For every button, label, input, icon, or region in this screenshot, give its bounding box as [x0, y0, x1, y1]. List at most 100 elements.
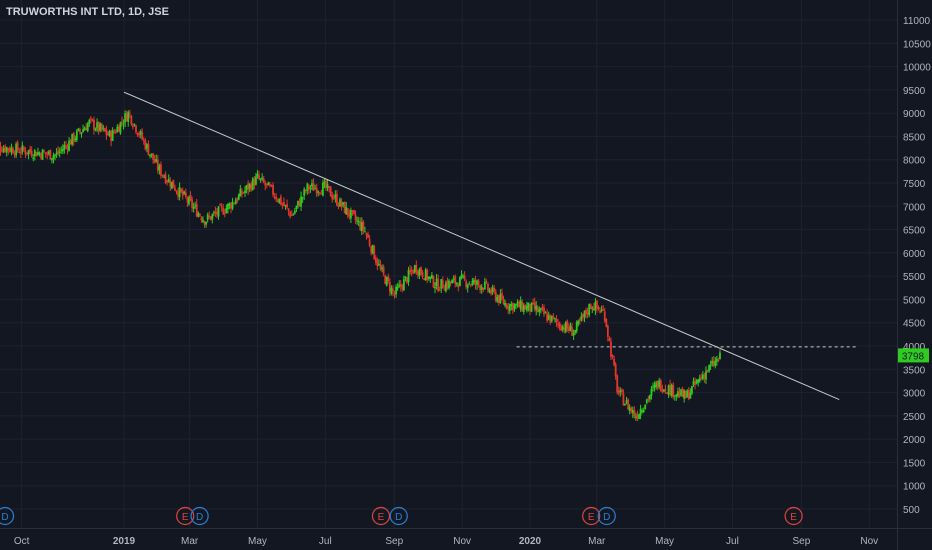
candle-body — [124, 113, 127, 123]
candle-body — [99, 123, 102, 131]
candle-body — [321, 182, 324, 196]
candle-body — [555, 318, 558, 322]
candle-body — [275, 196, 278, 200]
candle-body — [532, 302, 535, 304]
candle-body — [287, 208, 290, 212]
candle-body — [446, 281, 449, 288]
candle-body — [89, 117, 92, 119]
candle-body — [80, 132, 83, 134]
candle-body — [490, 290, 492, 294]
candle-body — [496, 296, 499, 302]
candle-body — [164, 174, 167, 183]
candle-body — [409, 269, 411, 273]
candle-body — [184, 192, 187, 198]
candle-body — [550, 315, 553, 322]
candle-body — [692, 381, 695, 386]
candle-body — [390, 287, 393, 294]
candle-body — [585, 309, 587, 315]
candle-body — [97, 122, 100, 132]
candle-body — [384, 275, 387, 284]
candle-body — [188, 197, 190, 205]
candle-body — [392, 289, 394, 292]
candle-body — [49, 149, 52, 160]
candle-body — [600, 309, 603, 311]
candle-body — [54, 154, 56, 156]
candle-body — [642, 409, 645, 412]
candle-body — [170, 181, 173, 189]
candle-body — [205, 221, 207, 225]
candle-body — [471, 281, 474, 285]
candle-body — [656, 380, 659, 388]
trendline — [123, 91, 840, 401]
candle-body — [183, 191, 186, 195]
candle-body — [26, 152, 28, 154]
candle-body — [44, 152, 47, 154]
candle-body — [613, 358, 615, 365]
candle-body — [4, 146, 7, 152]
candle-body — [128, 113, 131, 115]
candle-body — [24, 150, 27, 155]
y-tick-label: 2500 — [903, 412, 926, 423]
candle-body — [700, 377, 703, 379]
candle-body — [74, 138, 77, 141]
candle-body — [163, 176, 165, 178]
y-tick-label: 7500 — [903, 179, 926, 190]
candle-body — [312, 183, 315, 191]
candle-body — [211, 214, 214, 220]
y-tick-label: 3000 — [903, 389, 926, 400]
candle-body — [216, 211, 218, 215]
candle-body — [568, 327, 570, 331]
candle-body — [248, 183, 251, 189]
candle-body — [420, 267, 422, 274]
candle-body — [689, 392, 692, 399]
x-tick-label: 2020 — [519, 536, 542, 547]
candle-body — [141, 132, 144, 140]
candle-body — [244, 190, 246, 194]
earnings-event-icon — [784, 506, 803, 526]
earnings-event-icon — [582, 506, 601, 526]
candle-body — [195, 204, 198, 217]
candle-body — [521, 301, 524, 312]
candle-body — [465, 281, 468, 287]
candle-body — [60, 149, 63, 151]
candle-body — [535, 305, 538, 311]
candle-body — [421, 272, 424, 277]
candle-body — [583, 310, 586, 318]
candle-body — [457, 284, 460, 288]
candle-body — [482, 288, 485, 290]
candle-body — [540, 308, 542, 310]
candle-body — [228, 203, 231, 206]
candle-body — [360, 222, 363, 232]
candle-body — [7, 148, 10, 151]
candle-body — [513, 304, 516, 309]
candle-body — [368, 239, 371, 246]
candle-body — [511, 303, 514, 311]
candle-body — [454, 276, 457, 284]
candle-body — [708, 365, 710, 372]
candle-body — [233, 203, 236, 205]
candle-body — [65, 145, 67, 147]
candle-body — [401, 285, 404, 290]
candle-body — [552, 316, 555, 318]
candle-body — [234, 200, 237, 205]
candle-body — [697, 379, 700, 383]
candle-body — [61, 149, 64, 152]
dividend-event-icon — [389, 506, 408, 526]
candle-body — [146, 144, 148, 149]
candle-body — [83, 128, 86, 131]
candle-body — [687, 390, 690, 400]
x-tick-label: Mar — [181, 536, 199, 547]
candle-body — [236, 198, 239, 202]
candle-body — [504, 303, 506, 306]
candle-body — [178, 186, 181, 198]
candle-body — [318, 192, 321, 194]
candle-body — [40, 153, 42, 159]
candle-body — [267, 182, 270, 186]
candle-body — [351, 210, 354, 212]
candle-body — [340, 201, 343, 207]
candle-body — [337, 205, 340, 207]
y-tick-label: 8500 — [903, 132, 926, 143]
candle-body — [415, 264, 418, 273]
candle-body — [379, 265, 382, 269]
